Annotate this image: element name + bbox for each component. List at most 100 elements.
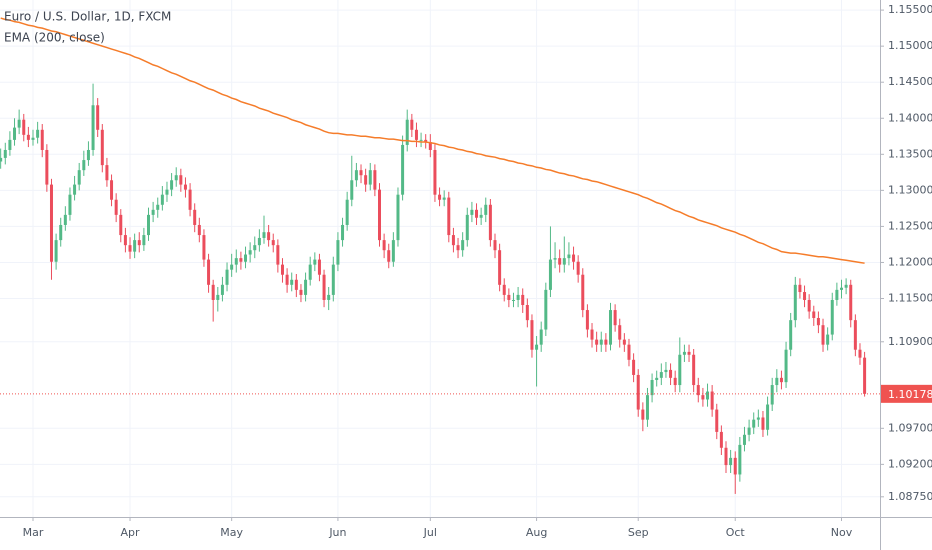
candle-body <box>271 240 275 246</box>
candle-body <box>803 292 807 300</box>
last-price-label: 1.10178 <box>888 388 932 401</box>
y-tick-label: 1.09200 <box>888 457 932 470</box>
candle-body <box>114 199 118 215</box>
candle-body <box>706 391 710 400</box>
candle-body <box>317 259 321 275</box>
candle-body <box>133 240 137 252</box>
candle-body <box>438 194 442 200</box>
candle-body <box>766 404 770 430</box>
candle-body <box>622 339 626 345</box>
candle-body <box>160 194 164 205</box>
candle-body <box>322 274 326 300</box>
candle-body <box>484 204 488 215</box>
candle-body <box>558 258 562 265</box>
candle-body <box>632 359 636 375</box>
candle-body <box>544 289 548 330</box>
y-tick-label: 1.14000 <box>888 111 932 124</box>
candle-body <box>678 354 682 386</box>
candle-body <box>308 264 312 280</box>
candle-body <box>724 447 728 466</box>
candle-body <box>364 175 368 185</box>
candle-body <box>31 137 35 140</box>
x-tick-label: Apr <box>121 526 141 539</box>
candle-body <box>45 149 49 185</box>
candle-body <box>359 170 363 176</box>
candle-body <box>812 311 816 318</box>
candle-body <box>26 134 30 140</box>
candle-body <box>604 339 608 345</box>
candle-body <box>396 194 400 241</box>
candle-body <box>798 284 802 293</box>
candle-body <box>840 287 843 290</box>
candle-body <box>373 170 377 190</box>
candle-body <box>54 240 58 262</box>
candle-body <box>49 184 53 262</box>
candle-body <box>821 325 825 345</box>
x-tick-label: Nov <box>831 526 853 539</box>
candle-body <box>387 250 391 262</box>
candle-body <box>858 349 862 358</box>
y-tick-label: 1.10900 <box>888 335 932 348</box>
candle-body <box>502 284 506 295</box>
candle-body <box>59 224 63 241</box>
candle-body <box>424 139 428 143</box>
candle-body <box>13 127 17 140</box>
candle-body <box>613 310 617 326</box>
candle-body <box>105 165 109 181</box>
candle-body <box>100 129 104 166</box>
candle-body <box>590 329 594 340</box>
candle-body <box>253 245 257 251</box>
candle-body <box>447 197 451 236</box>
candle-body <box>211 284 215 300</box>
candle-body <box>456 245 460 251</box>
chart-title: Euro / U.S. Dollar, 1D, FXCM <box>4 10 171 24</box>
candle-body <box>401 144 405 195</box>
candle-body <box>692 354 696 386</box>
candle-body <box>0 157 3 162</box>
candle-body <box>336 240 340 265</box>
y-tick-label: 1.11500 <box>888 292 932 305</box>
candle-body <box>719 431 723 448</box>
candle-body <box>863 357 867 394</box>
candle-body <box>548 259 552 290</box>
y-tick-label: 1.12000 <box>888 255 932 268</box>
candle-body <box>618 325 622 340</box>
candle-body <box>761 417 765 430</box>
candle-body <box>516 294 520 300</box>
candle-body <box>244 254 248 262</box>
candle-body <box>826 334 830 345</box>
candle-body <box>86 149 90 161</box>
candle-body <box>470 209 474 215</box>
candle-body <box>137 240 141 246</box>
x-tick-label: Sep <box>628 526 649 539</box>
candle-body <box>493 240 497 251</box>
candle-body <box>770 385 774 405</box>
candle-body <box>729 457 733 466</box>
candle-body <box>216 294 220 300</box>
candle-body <box>285 274 289 285</box>
indicator-label: EMA (200, close) <box>4 31 105 45</box>
marks-layer <box>0 17 880 494</box>
candle-body <box>747 427 751 435</box>
candle-body <box>419 139 423 141</box>
candle-body <box>752 419 756 428</box>
candle-body <box>682 351 686 355</box>
candle-body <box>701 395 705 400</box>
y-tick-label: 1.08750 <box>888 490 932 503</box>
candle-body <box>655 377 659 380</box>
candle-body <box>119 214 123 236</box>
candle-body <box>350 180 354 200</box>
candle-body <box>410 119 414 130</box>
candle-body <box>304 279 308 295</box>
candle-body <box>68 194 72 215</box>
candle-body <box>664 369 668 373</box>
candle-body <box>687 351 691 355</box>
candle-body <box>257 237 261 246</box>
candle-body <box>8 139 12 150</box>
candle-body <box>179 175 183 185</box>
candle-body <box>151 209 155 215</box>
candle-body <box>433 149 437 195</box>
